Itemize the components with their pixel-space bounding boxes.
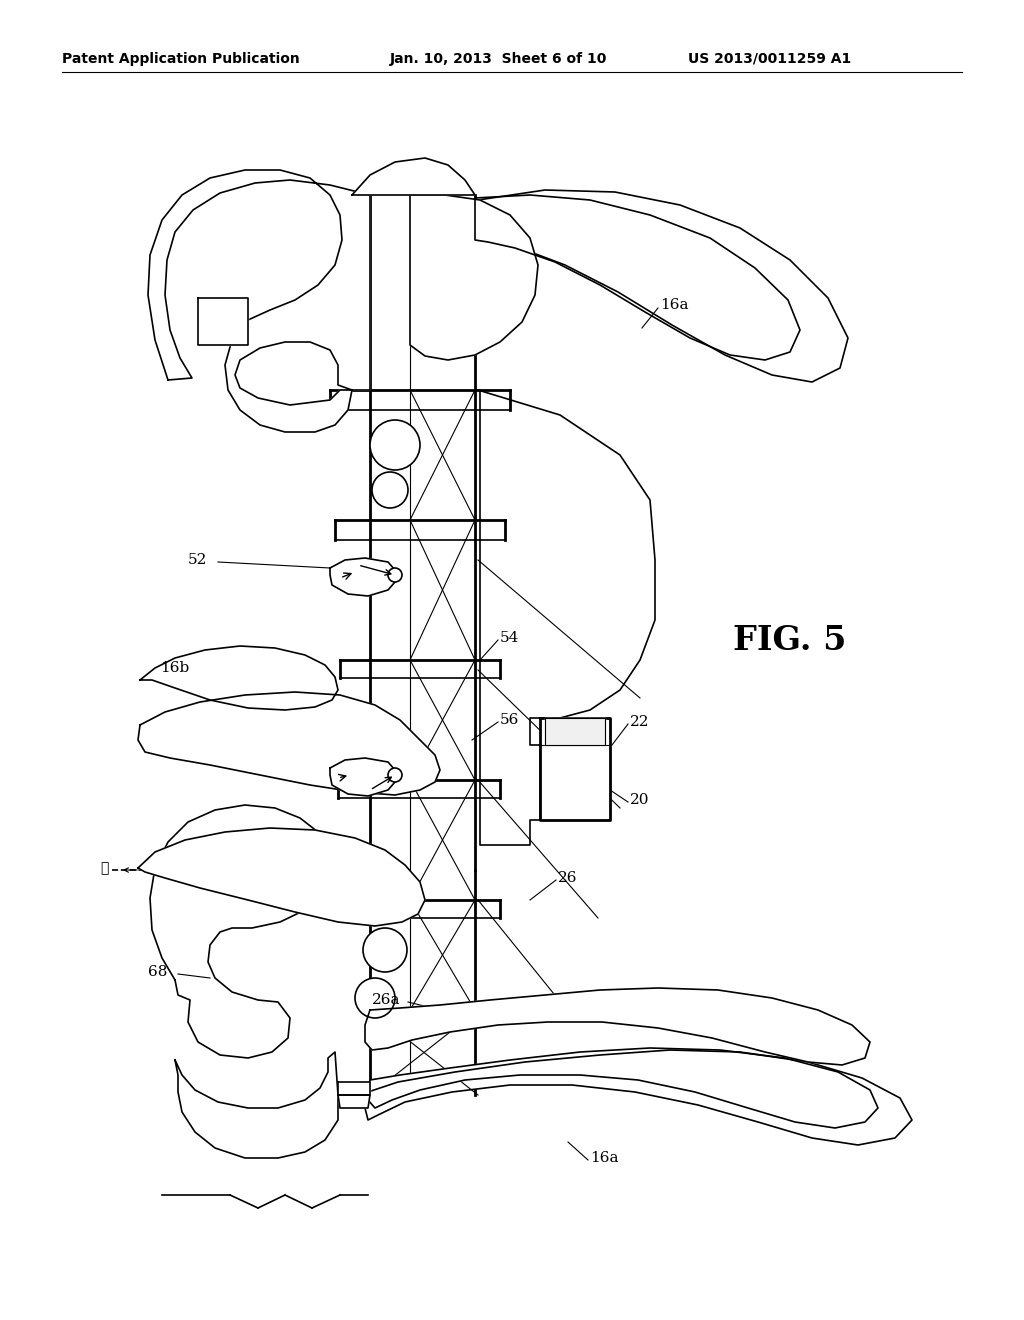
- Polygon shape: [338, 1082, 370, 1096]
- Text: US 2013/0011259 A1: US 2013/0011259 A1: [688, 51, 851, 66]
- Polygon shape: [198, 298, 248, 345]
- Text: 54: 54: [500, 631, 519, 645]
- Polygon shape: [478, 190, 848, 381]
- Polygon shape: [410, 195, 538, 360]
- Text: FIG. 5: FIG. 5: [733, 623, 847, 656]
- Circle shape: [355, 978, 395, 1018]
- Text: 56: 56: [500, 713, 519, 727]
- Circle shape: [372, 473, 408, 508]
- Polygon shape: [330, 758, 395, 796]
- Polygon shape: [138, 828, 425, 927]
- Polygon shape: [150, 805, 330, 1059]
- Text: 68: 68: [148, 965, 167, 979]
- Text: 26a: 26a: [372, 993, 400, 1007]
- Polygon shape: [475, 195, 800, 360]
- Text: 16a: 16a: [660, 298, 688, 312]
- Text: Jan. 10, 2013  Sheet 6 of 10: Jan. 10, 2013 Sheet 6 of 10: [390, 51, 607, 66]
- Polygon shape: [338, 1096, 370, 1107]
- Polygon shape: [175, 1052, 338, 1158]
- Text: ℓ: ℓ: [100, 861, 109, 875]
- Text: 52: 52: [188, 553, 208, 568]
- Text: Patent Application Publication: Patent Application Publication: [62, 51, 300, 66]
- Polygon shape: [545, 718, 605, 744]
- Polygon shape: [478, 389, 655, 845]
- Polygon shape: [138, 692, 440, 795]
- Circle shape: [370, 420, 420, 470]
- Polygon shape: [330, 558, 395, 597]
- Polygon shape: [540, 718, 610, 820]
- Polygon shape: [365, 987, 870, 1065]
- Text: 16b: 16b: [160, 661, 189, 675]
- Polygon shape: [368, 1048, 878, 1129]
- Polygon shape: [352, 158, 475, 195]
- Text: 26: 26: [558, 871, 578, 884]
- Polygon shape: [148, 170, 370, 432]
- Text: 16a: 16a: [590, 1151, 618, 1166]
- Circle shape: [388, 568, 402, 582]
- Polygon shape: [140, 645, 338, 710]
- Text: 22: 22: [630, 715, 649, 729]
- Text: 20: 20: [630, 793, 649, 807]
- Circle shape: [362, 928, 407, 972]
- Polygon shape: [365, 1049, 912, 1144]
- Circle shape: [388, 768, 402, 781]
